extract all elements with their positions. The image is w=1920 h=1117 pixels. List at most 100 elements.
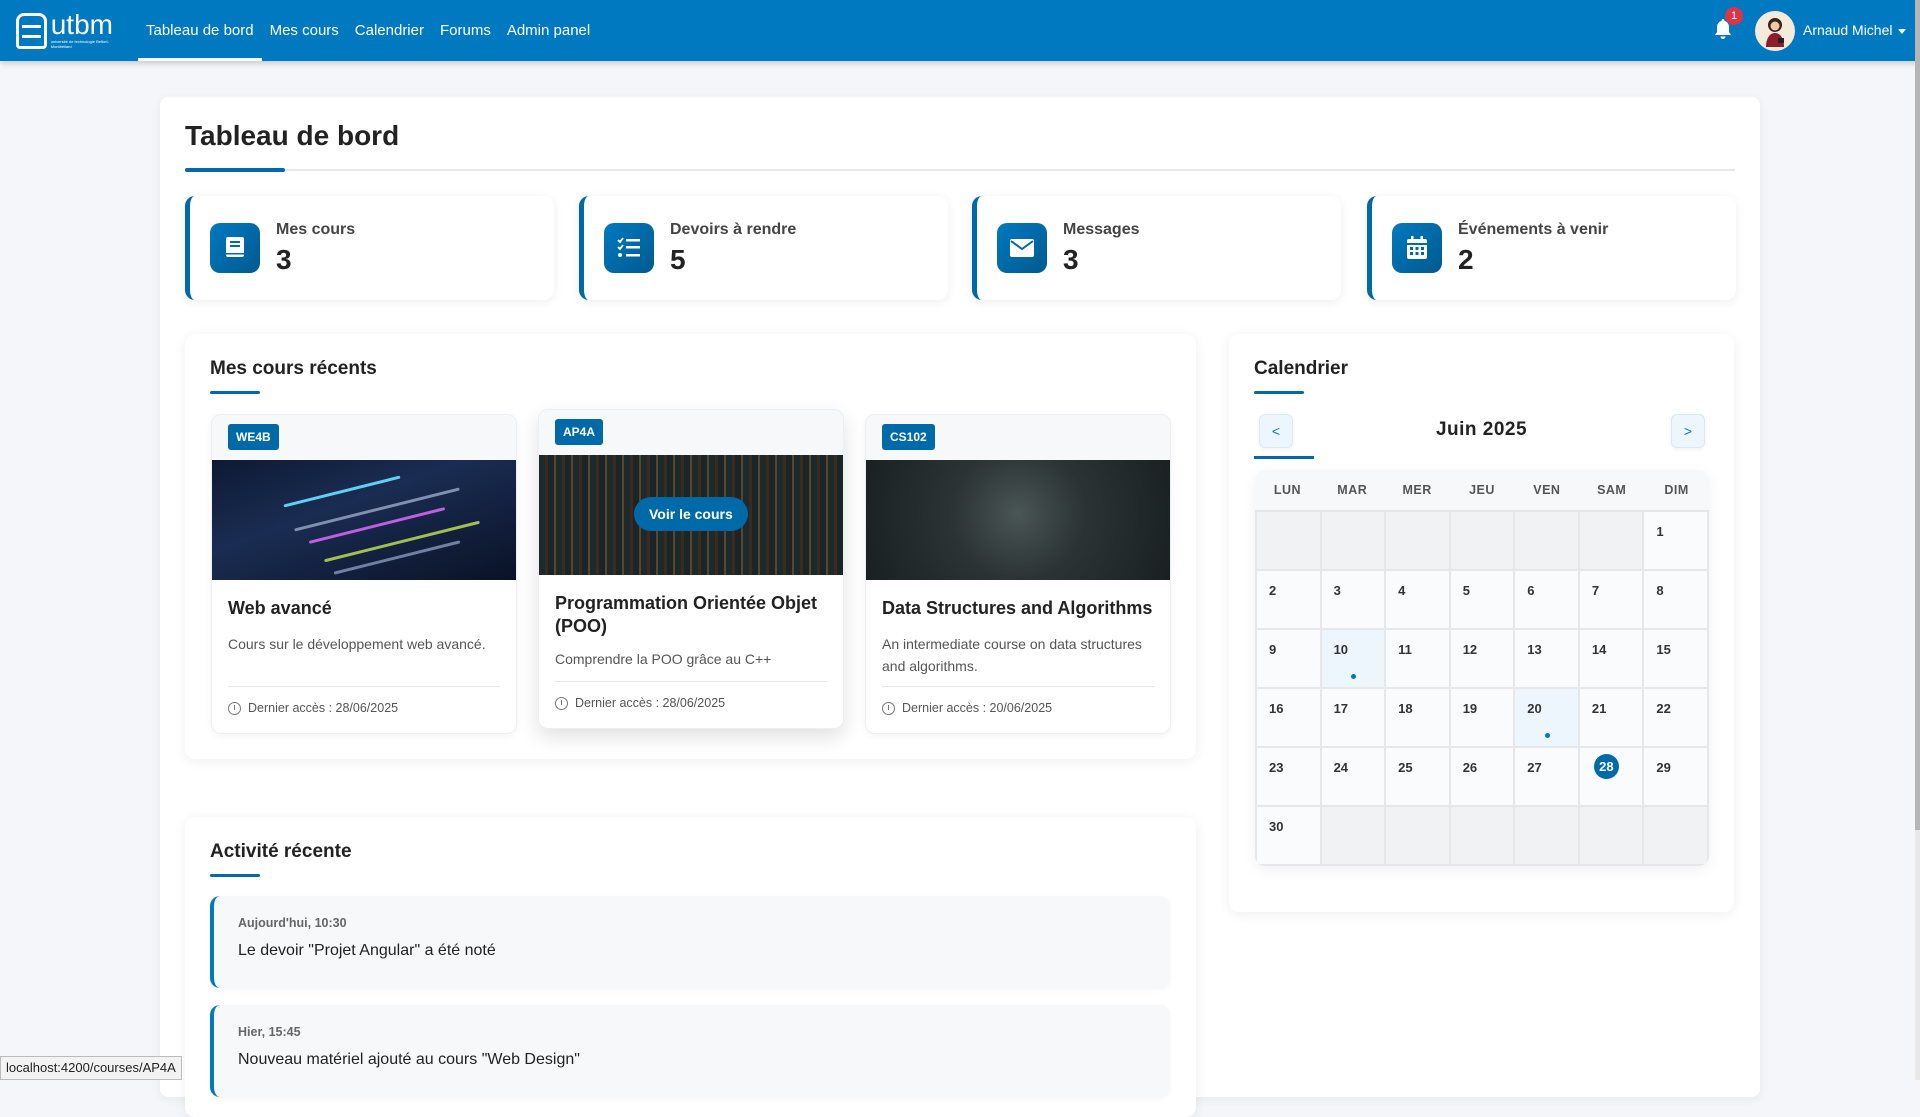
activity-text: Le devoir "Projet Angular" a été noté: [238, 942, 496, 959]
stat-card-courses[interactable]: Mes cours 3: [185, 196, 554, 300]
calendar-empty-cell: [1386, 807, 1449, 864]
calendar-day-18[interactable]: 18: [1386, 689, 1449, 746]
calendar-day-11[interactable]: 11: [1386, 630, 1449, 687]
calendar-empty-cell: [1579, 512, 1643, 569]
calendar-day-29[interactable]: 29: [1644, 748, 1707, 805]
nav-forums[interactable]: Forums: [439, 22, 491, 39]
calendar-day-30[interactable]: 30: [1257, 807, 1320, 864]
calendar-day-20[interactable]: 20: [1515, 689, 1578, 746]
clock-icon: [882, 701, 895, 715]
nav-calendrier[interactable]: Calendrier: [354, 22, 424, 39]
day-number: 30: [1269, 819, 1284, 834]
stat-card-events[interactable]: Événements à venir 2: [1367, 196, 1736, 300]
calendar-day-15[interactable]: 15: [1644, 630, 1707, 687]
activity-text: Nouveau matériel ajouté au cours "Web De…: [238, 1051, 580, 1068]
activity-item: Aujourd'hui, 10:30 Le devoir "Projet Ang…: [210, 896, 1170, 988]
course-title[interactable]: Programmation Orientée Objet (POO): [555, 593, 818, 636]
calendar-panel: Calendrier Juin 2025 < > LUN MAR MER JEU VEN…: [1229, 334, 1734, 912]
caret-down-icon: [1897, 28, 1906, 34]
top-navbar: utbm université de technologie Belfort-Mo…: [0, 0, 1920, 61]
day-number: 5: [1462, 583, 1470, 598]
calendar-day-6[interactable]: 6: [1515, 571, 1578, 628]
course-image: [212, 460, 516, 580]
stat-card-assignments[interactable]: Devoirs à rendre 5: [579, 196, 948, 300]
day-number: 4: [1398, 583, 1406, 598]
calendar-day-9[interactable]: 9: [1257, 630, 1320, 687]
divider: [882, 686, 1154, 687]
calendar-empty-cell: [1644, 807, 1707, 864]
nav-admin-panel[interactable]: Admin panel: [506, 22, 591, 39]
calendar-day-4[interactable]: 4: [1386, 571, 1449, 628]
calendar-day-27[interactable]: 27: [1515, 748, 1578, 805]
calendar-empty-cell: [1579, 807, 1643, 864]
course-code-badge: AP4A: [555, 419, 604, 445]
day-number: 3: [1333, 583, 1341, 598]
calendar-day-26[interactable]: 26: [1450, 748, 1514, 805]
course-title[interactable]: Data Structures and Algorithms: [882, 598, 1153, 618]
bell-icon[interactable]: [1713, 18, 1733, 40]
calendar-day-10[interactable]: 10: [1321, 630, 1385, 687]
user-avatar[interactable]: [1755, 11, 1795, 51]
weekday-label: VEN: [1533, 483, 1561, 497]
day-number: 11: [1398, 642, 1412, 657]
course-card-cs102[interactable]: CS102 Data Structures and Algorithms An …: [865, 414, 1171, 734]
calendar-empty-cell: [1321, 807, 1385, 864]
day-number: 2: [1269, 583, 1277, 598]
calendar-day-5[interactable]: 5: [1450, 571, 1514, 628]
calendar-day-17[interactable]: 17: [1321, 689, 1385, 746]
calendar-day-28[interactable]: 28: [1579, 748, 1643, 805]
course-description: Cours sur le développement web avancé.: [228, 636, 486, 652]
calendar-empty-cell: [1515, 807, 1578, 864]
calendar-day-25[interactable]: 25: [1386, 748, 1449, 805]
calendar-day-23[interactable]: 23: [1257, 748, 1320, 805]
stat-value: 3: [276, 244, 292, 275]
title-underline: [185, 168, 285, 172]
stat-value: 3: [1063, 244, 1079, 275]
stat-card-messages[interactable]: Messages 3: [972, 196, 1341, 300]
nav-tableau-de-bord[interactable]: Tableau de bord: [138, 0, 262, 61]
user-menu[interactable]: Arnaud Michel: [1803, 22, 1906, 38]
activity-time: Hier, 15:45: [238, 1025, 301, 1039]
stat-value: 5: [670, 244, 686, 275]
weekday-label: JEU: [1469, 483, 1495, 497]
calendar-day-24[interactable]: 24: [1321, 748, 1385, 805]
section-title: Calendrier: [1254, 358, 1348, 379]
recent-activity-panel: Activité récente Aujourd'hui, 10:30 Le d…: [185, 817, 1196, 1117]
calendar-day-12[interactable]: 12: [1450, 630, 1514, 687]
calendar-empty-cell: [1386, 512, 1449, 569]
calendar-day-1[interactable]: 1: [1644, 512, 1707, 569]
calendar-day-14[interactable]: 14: [1579, 630, 1643, 687]
scrollbar-thumb[interactable]: [1915, 0, 1920, 830]
course-card-ap4a[interactable]: AP4A Voir le cours Programmation Orienté…: [538, 409, 844, 729]
event-dot: [1350, 674, 1356, 679]
day-number: 20: [1527, 701, 1542, 716]
utbm-logo[interactable]: utbm université de technologie Belfort-Mo…: [16, 11, 116, 50]
calendar-day-22[interactable]: 22: [1644, 689, 1707, 746]
nav-mes-cours[interactable]: Mes cours: [269, 22, 339, 39]
day-number: 12: [1462, 642, 1478, 657]
calendar-day-13[interactable]: 13: [1515, 630, 1578, 687]
page-title: Tableau de bord: [185, 120, 400, 151]
calendar-day-19[interactable]: 19: [1450, 689, 1514, 746]
day-number: 1: [1656, 524, 1664, 539]
page-scrollbar[interactable]: [1915, 0, 1920, 1080]
event-dot: [1544, 733, 1550, 738]
calendar-day-3[interactable]: 3: [1321, 571, 1385, 628]
calendar-day-8[interactable]: 8: [1644, 571, 1707, 628]
day-number: 27: [1527, 760, 1542, 775]
calendar-next-button[interactable]: >: [1671, 414, 1705, 448]
day-number: 23: [1269, 760, 1284, 775]
calendar-day-16[interactable]: 16: [1257, 689, 1320, 746]
calendar-day-21[interactable]: 21: [1579, 689, 1643, 746]
clock-icon: [228, 701, 241, 715]
course-title[interactable]: Web avancé: [228, 598, 332, 618]
calendar-day-2[interactable]: 2: [1257, 571, 1320, 628]
user-name: Arnaud Michel: [1803, 22, 1893, 38]
day-number: 18: [1398, 701, 1413, 716]
day-number: 16: [1269, 701, 1284, 716]
calendar-day-7[interactable]: 7: [1579, 571, 1643, 628]
course-card-we4b[interactable]: WE4B Web avancé Cours sur le développeme…: [211, 414, 517, 734]
day-number: 24: [1333, 760, 1349, 775]
calendar-prev-button[interactable]: <: [1259, 414, 1293, 448]
view-course-button[interactable]: Voir le cours: [634, 497, 748, 531]
